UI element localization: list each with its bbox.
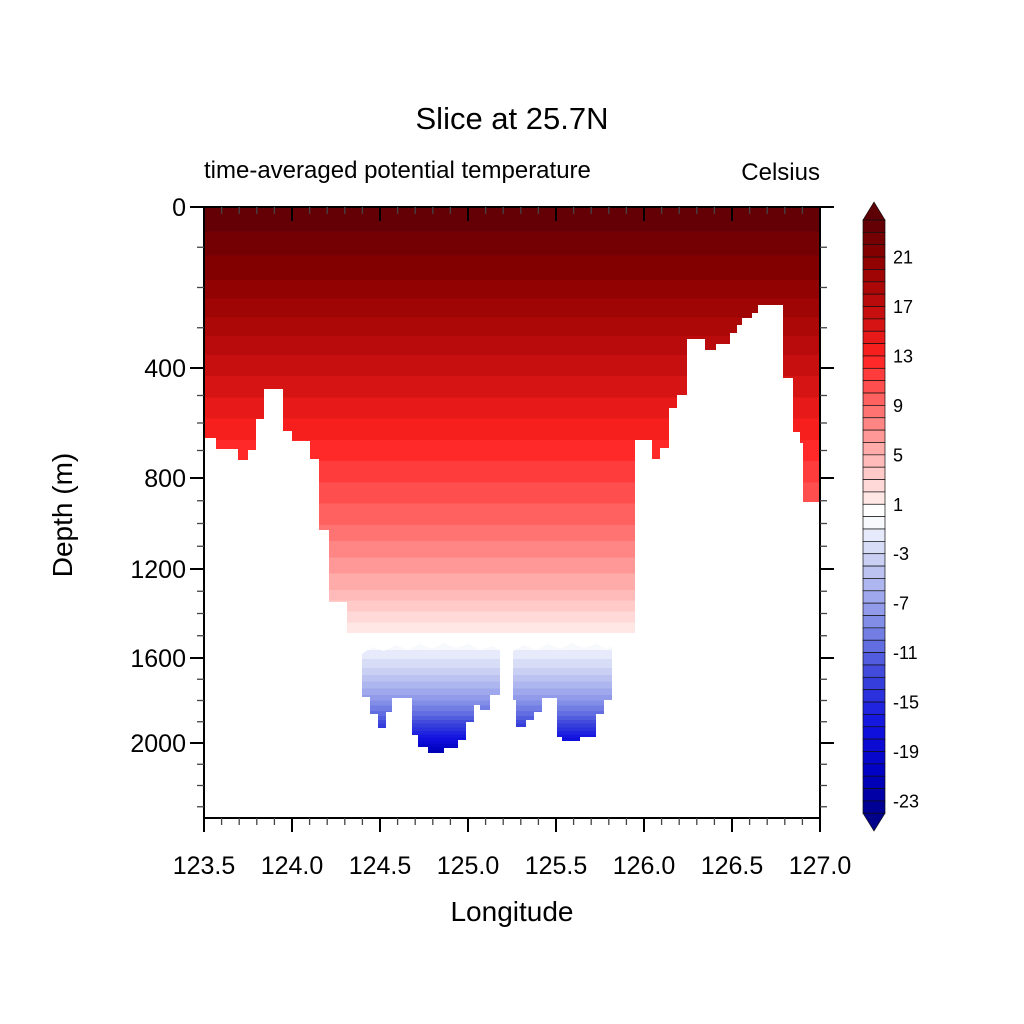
x-tick-label: 126.0 [613, 852, 676, 880]
cold-pool-1 [362, 643, 500, 753]
colorbar-cell [862, 392, 886, 406]
x-tick-label: 127.0 [789, 852, 852, 880]
colorbar-cell [862, 232, 886, 246]
colorbar-cell [862, 318, 886, 332]
colorbar-cell [862, 219, 886, 233]
colorbar-label: -7 [893, 594, 909, 614]
subtitle-left: time-averaged potential temperature [204, 157, 591, 184]
colorbar-cell [862, 380, 886, 394]
colorbar-cell [862, 466, 886, 480]
colorbar-label: -11 [893, 643, 918, 663]
subtitle-right-units: Celsius [741, 159, 820, 186]
colorbar-label: 21 [893, 248, 913, 268]
colorbar-cell [862, 293, 886, 307]
colorbar-cell [862, 541, 886, 555]
colorbar-label: -15 [893, 693, 919, 713]
right-ridge-mask [635, 305, 820, 662]
colorbar-cell [862, 565, 886, 579]
colorbar-cell [862, 528, 886, 542]
colorbar-cell [862, 442, 886, 456]
colorbar-label: 1 [893, 495, 903, 515]
y-tick-label: 1600 [130, 645, 186, 673]
colorbar-cell [862, 775, 886, 789]
colorbar-cell [862, 763, 886, 777]
colorbar: 21 17 13 9 5 1 -3 -7 -11 -15 -19 -23 [862, 201, 919, 832]
y-tick-label: 2000 [130, 730, 186, 758]
colorbar-cell [862, 516, 886, 530]
colorbar-arrow-up [862, 201, 886, 221]
colorbar-cell [862, 689, 886, 703]
colorbar-cell [862, 355, 886, 369]
left-ridge-mask [204, 389, 356, 662]
colorbar-cell [862, 590, 886, 604]
colorbar-cell [862, 578, 886, 592]
colorbar-cell [862, 479, 886, 493]
colorbar-cell [862, 627, 886, 641]
colorbar-cell [862, 788, 886, 802]
colorbar-cell [862, 417, 886, 431]
plot-frame [203, 206, 821, 819]
colorbar-cell [862, 751, 886, 765]
x-tick-label: 124.5 [349, 852, 412, 880]
colorbar-label: 5 [893, 445, 903, 465]
colorbar-cell [862, 367, 886, 382]
bathymetry-mask [204, 305, 820, 662]
colorbar-cell [862, 281, 886, 295]
colorbar-arrow-down [862, 812, 886, 832]
cold-pool-2 [513, 643, 612, 741]
colorbar-cell [862, 652, 886, 666]
colorbar-cell [862, 664, 886, 678]
colorbar-cell [862, 343, 886, 357]
colorbar-cell [862, 429, 886, 443]
colorbar-label: 17 [893, 297, 913, 317]
colorbar-label: 9 [893, 396, 903, 416]
colorbar-label: -23 [893, 791, 919, 811]
colorbar-cell [862, 726, 886, 740]
y-tick-label: 1200 [130, 556, 186, 584]
colorbar-cell [862, 676, 886, 691]
plot-title: Slice at 25.7N [416, 101, 609, 136]
colorbar-cell [862, 330, 886, 344]
axis-tick-labels: 123.5 124.0 124.5 125.0 125.5 126.0 126.5 127.0… [130, 194, 851, 880]
y-axis-title: Depth (m) [47, 453, 78, 577]
x-tick-label: 123.5 [173, 852, 236, 880]
colorbar-label: -19 [893, 742, 919, 762]
cold-pools [362, 643, 612, 753]
colorbar-cell [862, 491, 886, 505]
y-tick-label: 400 [144, 355, 186, 383]
colorbar-cell [862, 553, 886, 567]
colorbar-cell [862, 602, 886, 616]
colorbar-cell [862, 701, 886, 715]
x-tick-label: 125.0 [437, 852, 500, 880]
colorbar-cell [862, 800, 886, 814]
colorbar-cell [862, 256, 886, 270]
colorbar-label: -3 [893, 544, 909, 564]
colorbar-cell [862, 269, 886, 283]
x-tick-label: 126.5 [701, 852, 764, 880]
y-tick-label: 0 [172, 194, 186, 222]
x-axis-title: Longitude [450, 896, 573, 927]
colorbar-cell [862, 306, 886, 320]
colorbar-cell [862, 714, 886, 728]
axis-ticks [190, 206, 834, 832]
colorbar-label: 13 [893, 346, 913, 366]
plot-border [203, 206, 821, 819]
x-tick-label: 124.0 [261, 852, 324, 880]
x-tick-label: 125.5 [525, 852, 588, 880]
colorbar-cell [862, 503, 886, 517]
colorbar-cell [862, 244, 886, 258]
colorbar-cell [862, 639, 886, 653]
colorbar-cell [862, 405, 886, 419]
y-tick-label: 800 [144, 465, 186, 493]
colorbar-cell [862, 615, 886, 629]
colorbar-cell [862, 738, 886, 752]
colorbar-cell [862, 454, 886, 468]
